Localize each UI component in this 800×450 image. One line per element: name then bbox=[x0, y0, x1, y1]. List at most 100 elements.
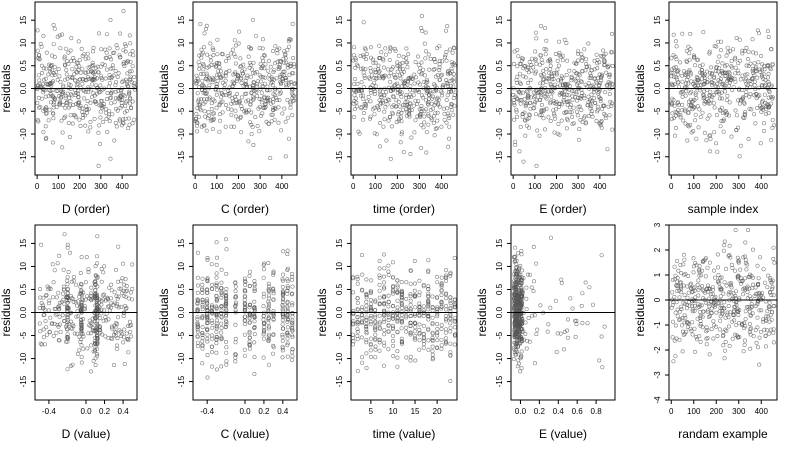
data-point bbox=[89, 285, 94, 290]
data-point bbox=[693, 112, 698, 117]
data-point bbox=[518, 280, 523, 285]
data-point bbox=[599, 74, 604, 79]
data-point bbox=[557, 39, 562, 44]
data-point bbox=[604, 70, 609, 75]
data-point bbox=[95, 328, 100, 333]
data-point bbox=[224, 362, 229, 367]
data-point bbox=[755, 263, 760, 268]
data-point bbox=[63, 95, 68, 100]
data-point bbox=[745, 262, 750, 267]
data-point bbox=[433, 74, 438, 79]
points-time-order bbox=[351, 14, 457, 161]
data-point bbox=[214, 82, 219, 87]
data-point bbox=[276, 120, 281, 125]
data-point bbox=[408, 84, 413, 89]
data-point bbox=[129, 69, 134, 74]
data-point bbox=[718, 48, 723, 53]
data-point bbox=[219, 311, 224, 316]
data-point bbox=[533, 71, 538, 76]
data-point bbox=[707, 51, 712, 56]
data-point bbox=[223, 290, 228, 295]
data-point bbox=[424, 90, 429, 95]
data-point bbox=[694, 136, 699, 141]
data-point bbox=[270, 76, 275, 81]
data-point bbox=[386, 312, 391, 317]
data-point bbox=[696, 287, 701, 292]
data-point bbox=[109, 335, 114, 340]
data-point bbox=[452, 319, 457, 324]
data-point bbox=[116, 305, 121, 310]
data-point bbox=[758, 141, 763, 146]
data-point bbox=[90, 321, 95, 326]
data-point bbox=[688, 72, 693, 77]
y-tick-label: -15 bbox=[335, 375, 344, 387]
data-point bbox=[514, 274, 519, 279]
data-point bbox=[48, 315, 53, 320]
data-point bbox=[382, 340, 387, 345]
data-point bbox=[695, 83, 700, 88]
y-tick-label: 0.5 bbox=[19, 283, 28, 295]
points-c-order bbox=[193, 17, 297, 161]
data-point bbox=[242, 318, 247, 323]
data-point bbox=[673, 39, 678, 44]
data-point bbox=[79, 290, 84, 295]
data-point bbox=[564, 73, 569, 78]
data-point bbox=[39, 63, 44, 68]
data-point bbox=[65, 367, 70, 372]
data-point bbox=[273, 44, 278, 49]
data-point bbox=[576, 49, 581, 54]
data-point bbox=[405, 109, 410, 114]
data-point bbox=[673, 65, 678, 70]
data-point bbox=[88, 64, 93, 69]
data-point bbox=[214, 314, 219, 319]
data-point bbox=[451, 84, 456, 89]
data-point bbox=[233, 43, 238, 48]
data-point bbox=[413, 118, 418, 123]
data-point bbox=[101, 119, 106, 124]
y-axis-title: residuals bbox=[633, 64, 647, 112]
data-point bbox=[214, 92, 219, 97]
y-tick-label: 0.5 bbox=[19, 60, 28, 72]
data-point bbox=[448, 316, 453, 321]
data-point bbox=[290, 325, 295, 330]
data-point bbox=[85, 99, 90, 104]
data-point bbox=[360, 360, 365, 365]
data-point bbox=[252, 299, 257, 304]
data-point bbox=[574, 71, 579, 76]
data-point bbox=[48, 286, 53, 291]
data-point bbox=[520, 114, 525, 119]
data-point bbox=[99, 302, 104, 307]
data-point bbox=[71, 113, 76, 118]
data-point bbox=[37, 78, 42, 83]
data-point bbox=[689, 79, 694, 84]
data-point bbox=[512, 297, 517, 302]
x-tick-label: 100 bbox=[369, 182, 383, 191]
data-point bbox=[529, 56, 534, 61]
data-point bbox=[214, 293, 219, 298]
data-point bbox=[679, 307, 684, 312]
data-point bbox=[690, 309, 695, 314]
data-point bbox=[687, 57, 692, 62]
data-point bbox=[435, 118, 440, 123]
data-point bbox=[86, 267, 91, 272]
data-point bbox=[60, 291, 65, 296]
data-point bbox=[123, 116, 128, 121]
data-point bbox=[442, 111, 447, 116]
data-point bbox=[410, 76, 415, 81]
data-point bbox=[741, 349, 746, 354]
data-point bbox=[222, 82, 227, 87]
data-point bbox=[41, 303, 46, 308]
data-point bbox=[518, 124, 523, 129]
y-tick-label: -5 bbox=[335, 107, 344, 115]
data-point bbox=[261, 321, 266, 326]
data-point bbox=[379, 50, 384, 55]
data-point bbox=[364, 351, 369, 356]
data-point bbox=[382, 73, 387, 78]
data-point bbox=[121, 120, 126, 125]
data-point bbox=[219, 267, 224, 272]
data-point bbox=[364, 299, 369, 304]
data-point bbox=[105, 130, 110, 135]
data-point bbox=[426, 112, 431, 117]
data-point bbox=[280, 293, 285, 298]
